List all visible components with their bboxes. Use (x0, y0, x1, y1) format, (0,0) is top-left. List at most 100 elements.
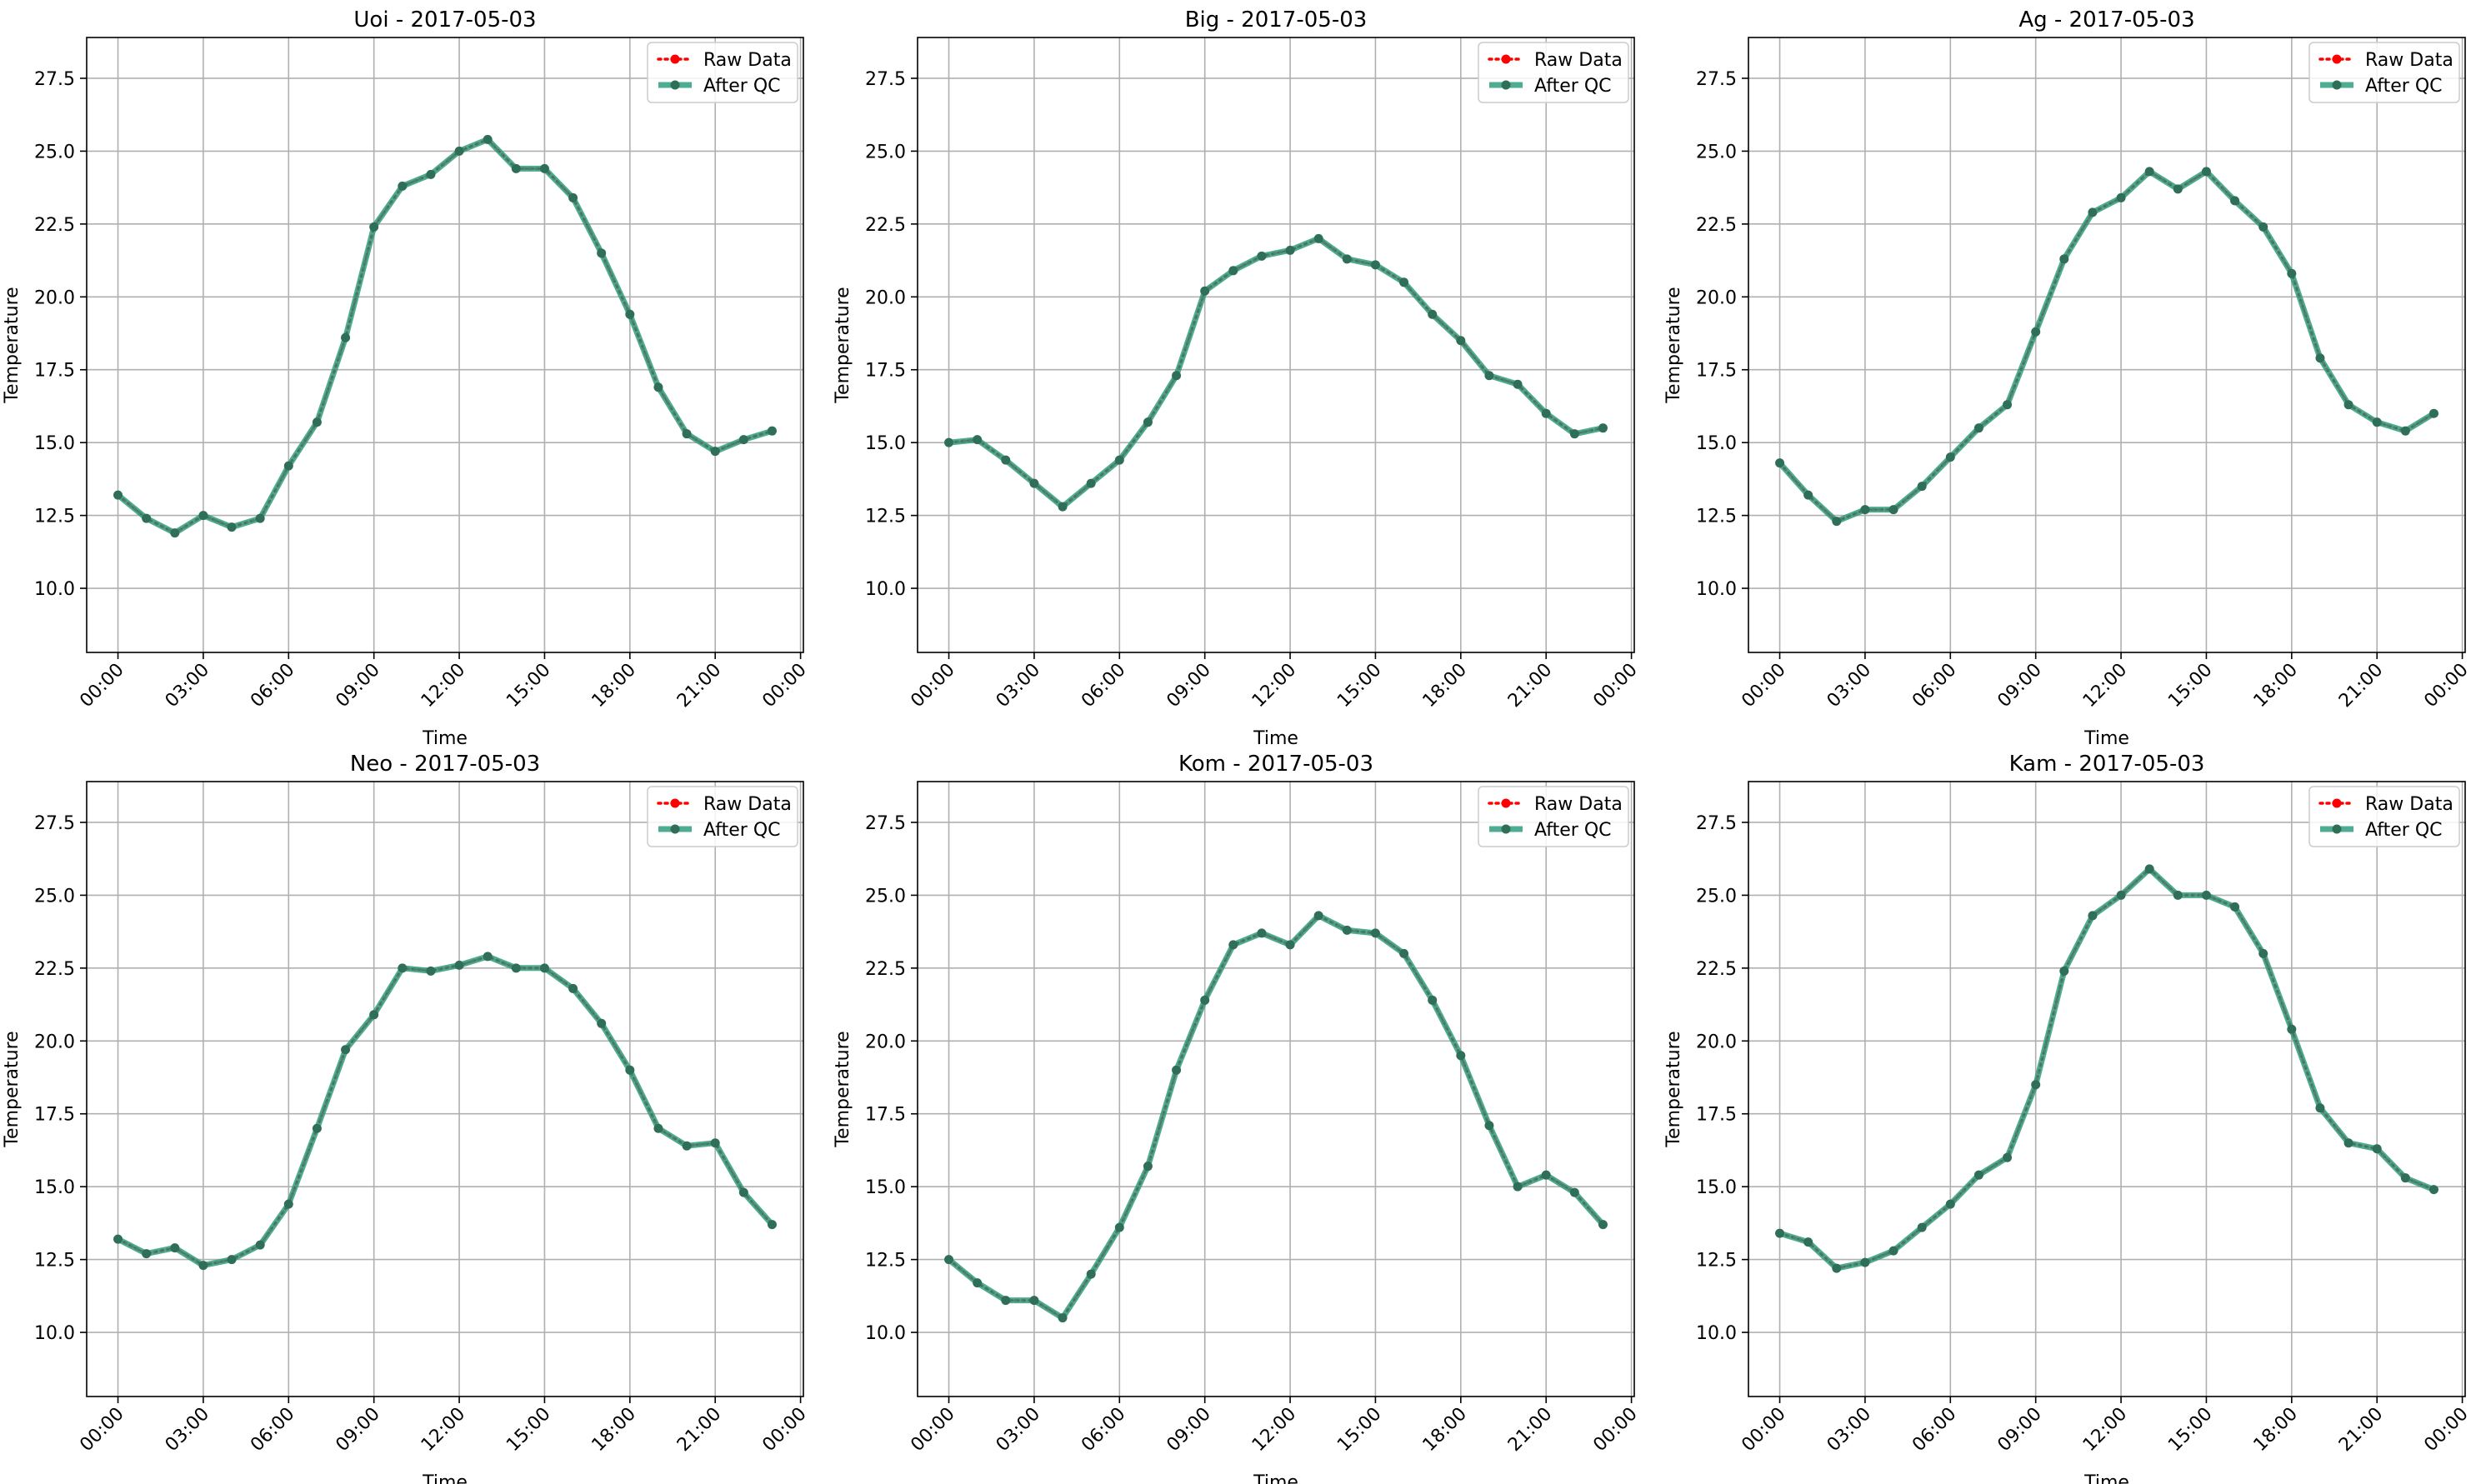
y-tick-label: 27.5 (865, 69, 906, 90)
data-point (426, 169, 436, 179)
data-point (738, 435, 748, 445)
axes-frame (86, 781, 804, 1397)
data-point (2230, 196, 2240, 206)
y-axis-label: Temperature (1663, 287, 1684, 403)
y-tick-label: 10.0 (34, 579, 75, 600)
x-tick-label: 03:00 (993, 1404, 1045, 1457)
data-point (1832, 517, 1842, 527)
raw-data-line (947, 913, 1605, 1320)
y-tick-label: 12.5 (1696, 1251, 1737, 1272)
data-point (539, 963, 549, 973)
x-tick-label: 03:00 (993, 660, 1045, 712)
x-tick-label: 15:00 (1333, 1404, 1386, 1457)
data-point (2258, 948, 2268, 958)
x-tick-label: 21:00 (2335, 660, 2388, 712)
y-tick-label: 17.5 (34, 361, 75, 382)
y-tick-label: 25.0 (34, 142, 75, 162)
data-point (198, 1261, 208, 1271)
legend-raw-marker (2332, 798, 2342, 808)
data-point (369, 1010, 379, 1020)
subplot-5: 10.0 12.5 15.0 17.5 20.0 22.5 25.0 27.5 00:00 03:… (833, 752, 1642, 1484)
data-point (1058, 1313, 1068, 1323)
x-tick-label: 21:00 (2335, 1404, 2388, 1457)
x-tick-label: 00:00 (2420, 660, 2473, 712)
data-point (682, 1141, 692, 1151)
legend-raw-marker (1501, 54, 1511, 64)
data-point (2144, 167, 2154, 177)
data-point (1484, 371, 1494, 381)
data-point (1569, 429, 1579, 439)
data-point (1860, 1257, 1870, 1267)
data-point (227, 1255, 237, 1265)
data-point (1285, 940, 1295, 950)
data-point (767, 426, 777, 436)
data-point (1086, 478, 1096, 488)
data-point (312, 417, 322, 427)
data-point (767, 1220, 777, 1230)
after-qc-line (948, 235, 1604, 510)
x-tick-label: 09:00 (1163, 1404, 1215, 1457)
chart-title: Kom - 2017-05-03 (1178, 752, 1373, 777)
data-point (2428, 1185, 2438, 1195)
y-tick-label: 10.0 (865, 1323, 906, 1344)
y-tick-label: 20.0 (34, 287, 75, 308)
y-tick-label: 27.5 (1696, 813, 1737, 834)
data-point (2059, 966, 2069, 976)
data-point (341, 1045, 351, 1055)
data-point (1832, 1263, 1842, 1273)
y-axis-label: Temperature (833, 1031, 853, 1147)
y-axis-label: Temperature (1663, 1031, 1684, 1147)
x-tick-label: 18:00 (2250, 1404, 2303, 1457)
data-point (113, 490, 123, 500)
raw-data-line (1778, 867, 2436, 1270)
data-point (1257, 928, 1267, 938)
y-tick-label: 15.0 (865, 1177, 906, 1198)
data-point (511, 963, 521, 973)
data-point (398, 181, 408, 191)
x-tick-label: 18:00 (1419, 1404, 1472, 1457)
line-overlay (948, 914, 1604, 1320)
subplot-6: 10.0 12.5 15.0 17.5 20.0 22.5 25.0 27.5 00:00 03:… (1663, 752, 2473, 1484)
x-tick-label: 06:00 (1078, 660, 1130, 712)
data-point (283, 1199, 293, 1209)
data-point (426, 966, 436, 976)
x-axis-label: Time (2083, 1472, 2129, 1484)
line-overlay (1779, 867, 2434, 1270)
legend: Raw Data After QC (647, 42, 798, 103)
data-point (1541, 408, 1551, 418)
data-point (2287, 268, 2297, 278)
y-tick-label: 27.5 (1696, 69, 1737, 90)
x-tick-label: 15:00 (503, 1404, 555, 1457)
legend-qc-marker (2332, 824, 2342, 834)
data-point (1143, 417, 1153, 427)
data-point (1143, 1162, 1153, 1172)
data-point (1370, 260, 1380, 270)
legend: Raw Data After QC (1478, 42, 1629, 103)
data-point (1200, 995, 1210, 1005)
y-tick-label: 10.0 (1696, 1323, 1737, 1344)
data-point (2400, 426, 2410, 436)
y-tick-label: 15.0 (865, 433, 906, 454)
data-point (2372, 1144, 2382, 1154)
data-point (2031, 327, 2041, 337)
data-point (625, 309, 635, 319)
legend-qc-marker (2332, 80, 2342, 90)
data-point (1803, 1237, 1813, 1247)
data-point (1228, 266, 1238, 276)
data-point (1945, 452, 1955, 462)
data-point (944, 437, 954, 447)
x-tick-label: 15:00 (503, 660, 555, 712)
data-point (2372, 417, 2382, 427)
x-tick-label: 00:00 (76, 1404, 128, 1457)
x-tick-label: 00:00 (2420, 1404, 2473, 1457)
legend-raw-marker (2332, 54, 2342, 64)
data-point (2315, 1103, 2325, 1113)
data-point (973, 1278, 983, 1288)
data-point (2400, 1173, 2410, 1183)
data-point (1086, 1269, 1096, 1279)
x-tick-label: 06:00 (1908, 660, 1961, 712)
x-tick-label: 00:00 (758, 1404, 811, 1457)
x-tick-label: 06:00 (247, 1404, 299, 1457)
legend-qc-label: After QC (2365, 820, 2443, 841)
y-axis-label: Temperature (833, 287, 853, 403)
